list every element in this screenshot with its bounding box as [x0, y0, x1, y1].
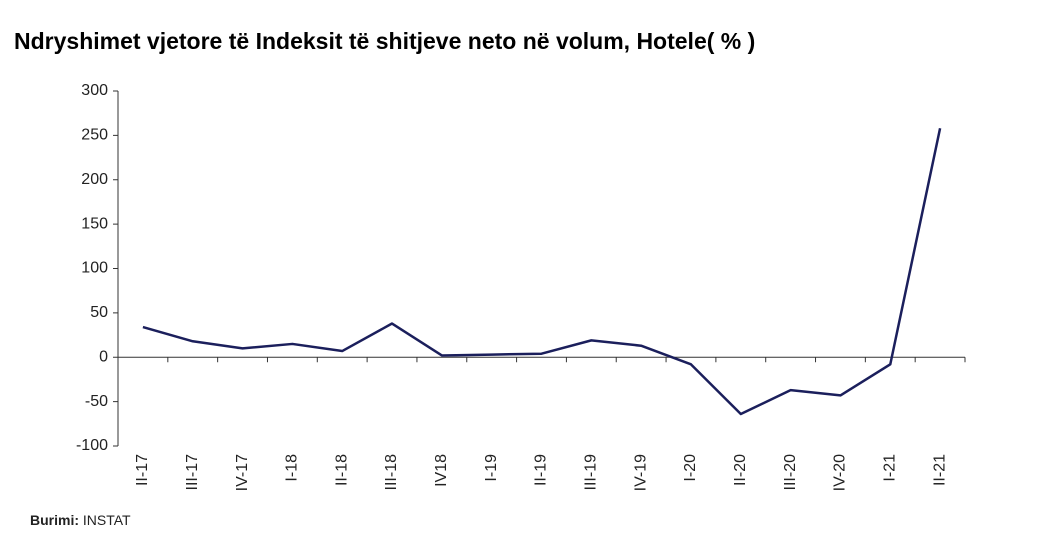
y-tick-label: 300 [81, 82, 108, 99]
y-tick-label: -100 [76, 437, 108, 454]
y-tick-label: 50 [90, 304, 108, 321]
x-tick-label: III-17 [184, 454, 201, 491]
data-line [142, 128, 942, 416]
y-tick-label: 250 [81, 127, 108, 144]
x-tick-label: III-19 [583, 454, 600, 491]
x-tick-label: I-21 [881, 454, 898, 482]
x-tick-label: I-18 [284, 454, 301, 482]
x-tick-label: I-20 [682, 454, 699, 482]
x-tick-label: IV-17 [234, 454, 251, 491]
x-tick-label: IV18 [433, 454, 450, 487]
source-label: Burimi: [30, 512, 79, 528]
chart-title: Ndryshimet vjetore të Indeksit të shitje… [14, 28, 755, 54]
x-tick-label: II-19 [533, 454, 550, 486]
x-tick-label: IV-19 [632, 454, 649, 491]
y-tick-label: -50 [85, 393, 108, 410]
x-tick-label: II-18 [333, 454, 350, 486]
y-tick-label: 200 [81, 171, 108, 188]
x-tick-label: II-21 [931, 454, 948, 486]
source-text: INSTAT [83, 512, 131, 528]
x-tick-label: III-20 [782, 454, 799, 491]
x-tick-label: III-18 [383, 454, 400, 491]
y-tick-label: 150 [81, 215, 108, 232]
y-tick-label: 100 [81, 260, 108, 277]
source: Burimi: INSTAT [30, 512, 131, 528]
x-tick-label: I-19 [483, 454, 500, 482]
x-tick-label: IV-20 [832, 454, 849, 491]
y-tick-label: 0 [99, 348, 108, 365]
x-tick-label: II-17 [134, 454, 151, 486]
x-tick-label: II-20 [732, 454, 749, 486]
